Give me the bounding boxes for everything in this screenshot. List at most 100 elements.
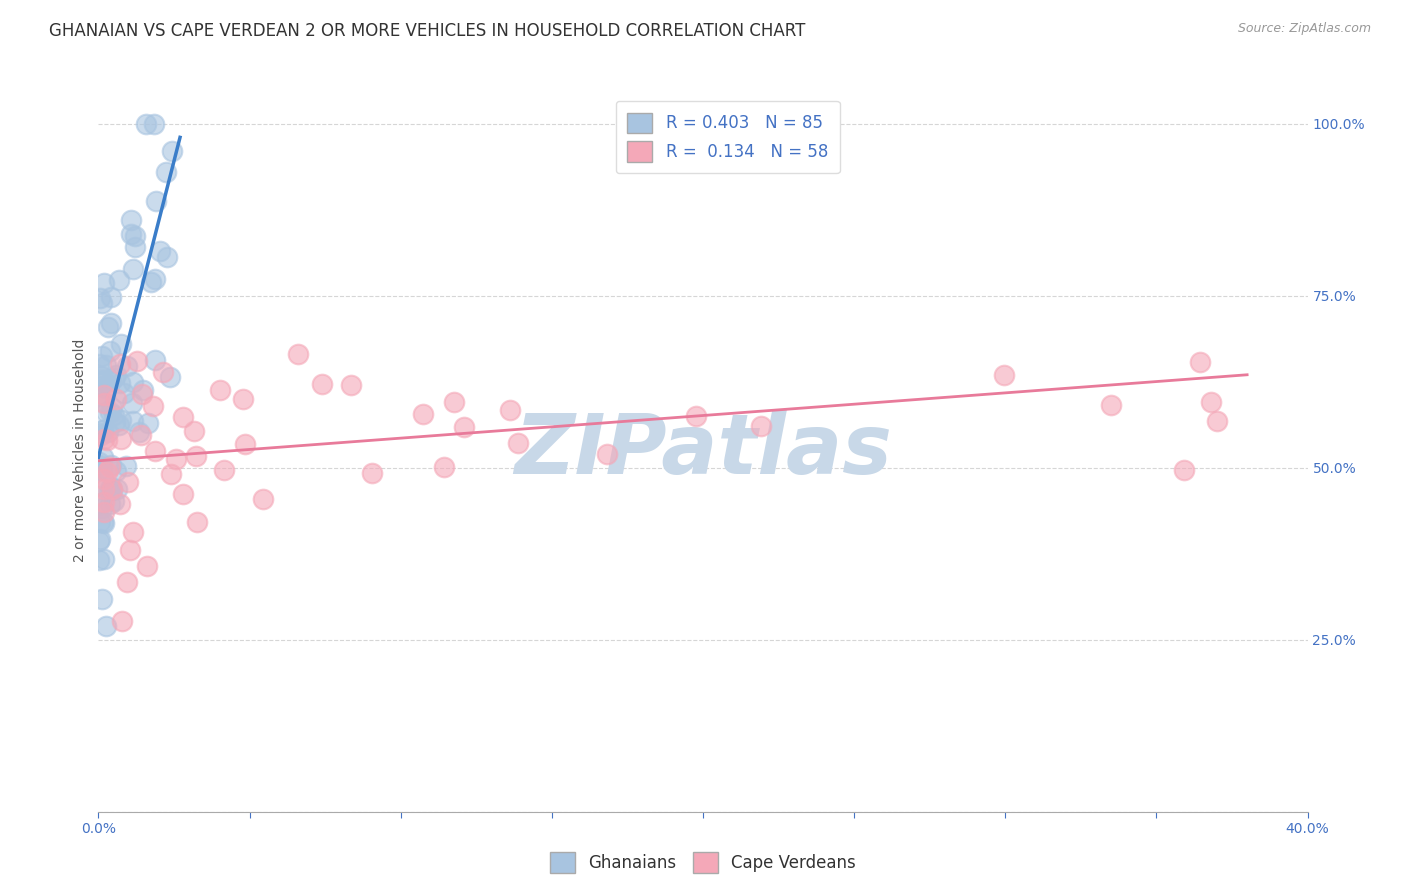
Point [1206,413,1229,427]
Point [105,368,128,382]
Point [90,423,112,437]
Point [132,383,155,397]
Point [124,228,146,243]
Point [108,273,131,287]
Point [97,484,120,499]
Point [103,409,125,423]
Point [112,386,135,401]
Point [115,574,138,589]
Point [152,365,174,379]
Point [115,359,138,374]
Point [93,515,115,529]
Point [98,343,121,358]
Text: GHANAIAN VS CAPE VERDEAN 2 OR MORE VEHICLES IN HOUSEHOLD CORRELATION CHART: GHANAIAN VS CAPE VERDEAN 2 OR MORE VEHIC… [49,22,806,40]
Point [252,491,274,506]
Point [90,368,112,383]
Point [172,409,194,424]
Point [122,413,145,427]
Point [89,479,111,493]
Point [121,395,143,409]
Point [87,357,110,371]
Point [89,515,111,529]
Point [100,290,122,304]
Point [94,619,117,633]
Point [100,316,122,330]
Point [110,432,132,446]
Point [156,250,179,264]
Point [233,437,256,451]
Point [124,240,146,254]
Point [159,370,181,384]
Point [104,415,127,429]
Point [1199,394,1222,409]
Point [100,458,122,472]
Point [103,494,125,508]
Point [143,272,166,286]
Point [160,145,183,159]
Point [136,416,159,430]
Point [101,401,124,416]
Point [91,424,114,438]
Point [433,460,456,475]
Point [129,428,152,442]
Point [111,614,134,628]
Point [101,483,124,497]
Y-axis label: 2 or more Vehicles in Household: 2 or more Vehicles in Household [73,339,87,562]
Point [87,458,110,472]
Point [90,496,112,510]
Point [142,400,165,414]
Point [160,467,183,481]
Point [311,377,333,392]
Point [93,432,115,446]
Point [1099,398,1122,412]
Point [121,375,143,389]
Point [121,525,143,540]
Point [93,388,115,402]
Point [108,357,131,371]
Point [993,368,1015,382]
Point [749,418,772,433]
Point [87,463,110,477]
Point [91,373,114,387]
Point [145,353,167,368]
Point [96,465,118,479]
Point [120,543,142,558]
Point [96,433,118,447]
Point [361,466,384,480]
Point [186,515,208,529]
Point [101,483,124,497]
Point [120,227,142,241]
Text: Source: ZipAtlas.com: Source: ZipAtlas.com [1237,22,1371,36]
Point [508,436,530,450]
Point [100,479,122,493]
Point [90,461,112,475]
Point [186,449,208,463]
Point [90,591,112,606]
Point [91,296,114,310]
Point [90,501,112,516]
Point [89,425,111,440]
Text: ZIPatlas: ZIPatlas [515,410,891,491]
Point [149,244,172,259]
Point [136,559,159,574]
Point [1188,355,1211,369]
Point [105,392,128,406]
Point [96,358,118,372]
Point [685,409,707,423]
Point [89,291,111,305]
Point [100,374,122,388]
Point [108,418,131,433]
Point [94,381,117,395]
Point [117,475,139,490]
Point [110,413,132,427]
Point [453,420,475,434]
Point [287,347,309,361]
Point [1173,463,1195,477]
Point [93,375,115,389]
Point [93,495,115,509]
Point [94,404,117,418]
Point [98,497,121,511]
Point [97,320,120,334]
Point [90,428,112,442]
Point [232,392,254,406]
